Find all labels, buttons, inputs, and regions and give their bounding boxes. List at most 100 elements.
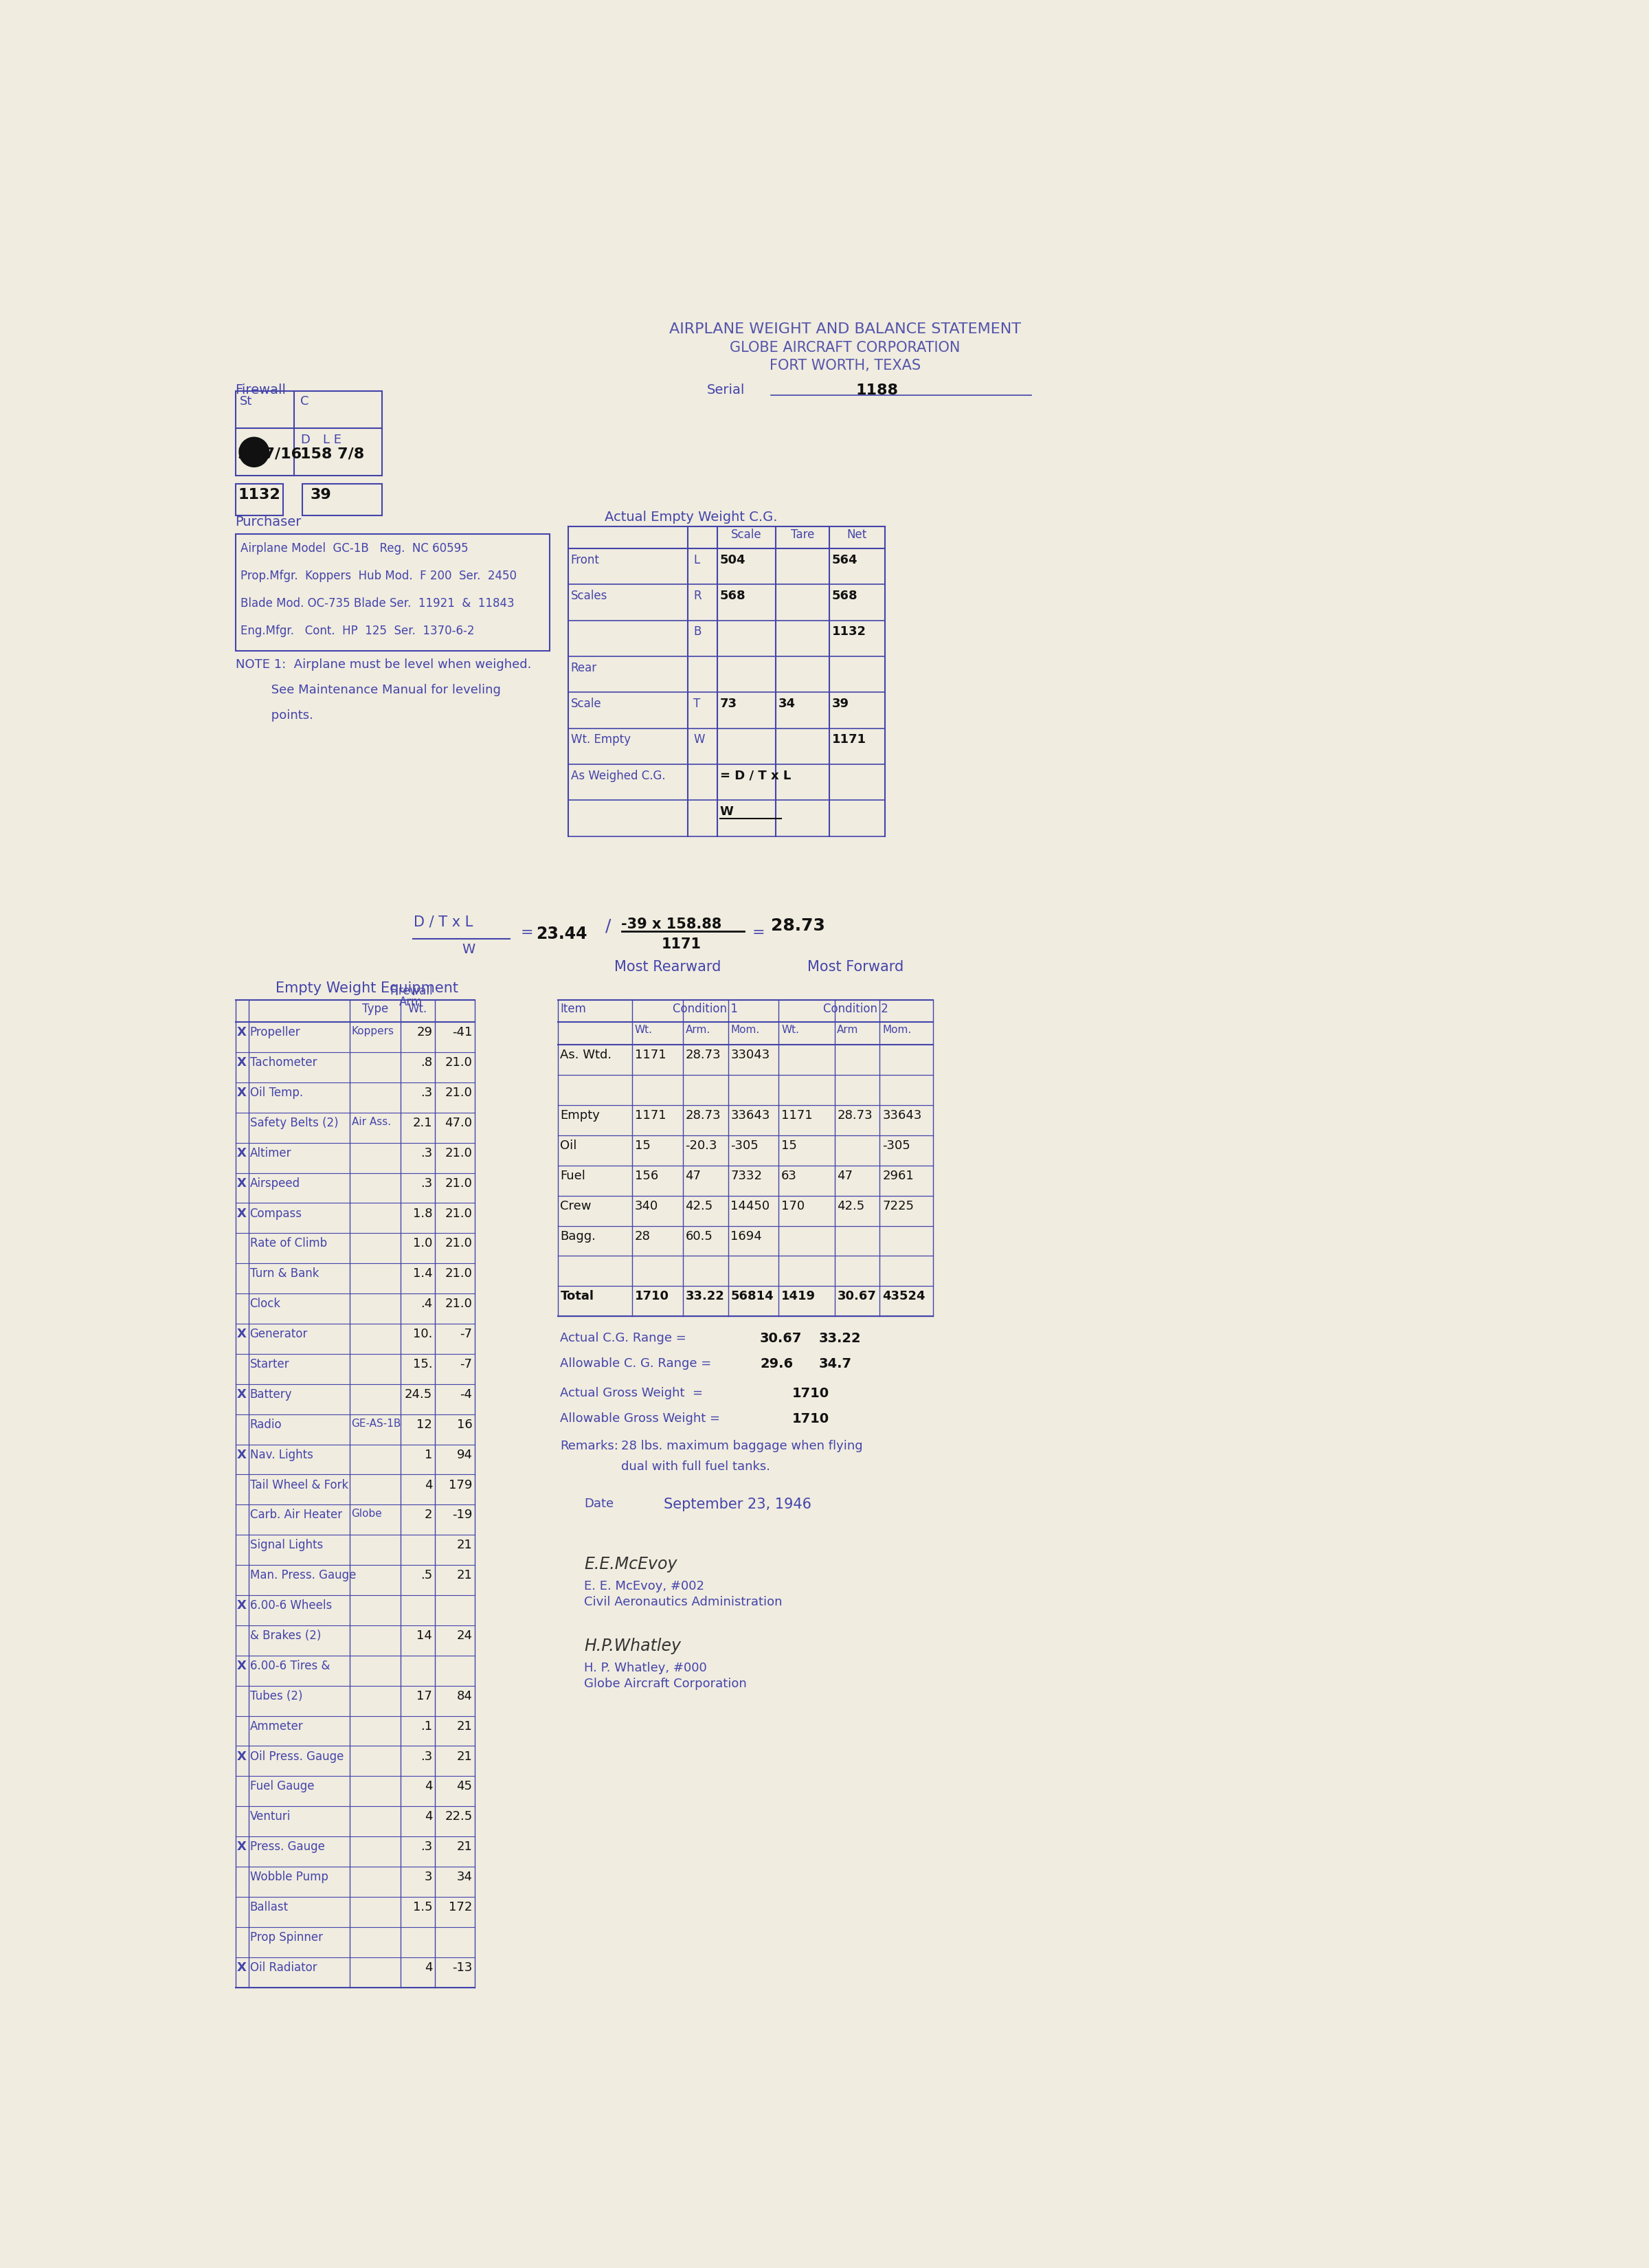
- Text: Nav. Lights: Nav. Lights: [249, 1449, 313, 1461]
- Text: Globe: Globe: [351, 1508, 383, 1520]
- Text: = D / T x L: = D / T x L: [721, 769, 792, 782]
- Text: 3: 3: [424, 1871, 432, 1882]
- Text: Condition 1: Condition 1: [673, 1002, 737, 1014]
- Text: Actual Empty Weight C.G.: Actual Empty Weight C.G.: [604, 510, 777, 524]
- Text: 56814: 56814: [731, 1290, 773, 1302]
- Text: 340: 340: [635, 1200, 658, 1211]
- Text: -20.3: -20.3: [686, 1139, 717, 1152]
- Text: 33643: 33643: [882, 1109, 922, 1123]
- Text: .8: .8: [420, 1057, 432, 1068]
- Text: 29: 29: [417, 1025, 432, 1039]
- Text: 1: 1: [425, 1449, 432, 1461]
- Text: 33043: 33043: [731, 1050, 770, 1061]
- Text: 21.0: 21.0: [445, 1057, 472, 1068]
- Text: Oil Press. Gauge: Oil Press. Gauge: [249, 1751, 343, 1762]
- Text: Allowable C. G. Range =: Allowable C. G. Range =: [561, 1359, 712, 1370]
- Text: 22.5: 22.5: [445, 1810, 472, 1823]
- Text: 1171: 1171: [635, 1109, 666, 1123]
- Text: 1.0: 1.0: [412, 1238, 432, 1250]
- Bar: [236, 483, 284, 515]
- Text: Type: Type: [361, 1002, 388, 1014]
- Text: Rate of Climb: Rate of Climb: [249, 1238, 327, 1250]
- Text: 21.0: 21.0: [445, 1086, 472, 1100]
- Text: Purchaser: Purchaser: [236, 515, 302, 528]
- Text: 39: 39: [310, 488, 331, 501]
- Text: 34.7: 34.7: [818, 1359, 851, 1370]
- Text: 60.5: 60.5: [686, 1229, 712, 1243]
- Text: Empty Weight Equipment: Empty Weight Equipment: [275, 982, 458, 996]
- Text: 1171: 1171: [782, 1109, 813, 1123]
- Text: L E: L E: [323, 433, 341, 447]
- Text: AIRPLANE WEIGHT AND BALANCE STATEMENT: AIRPLANE WEIGHT AND BALANCE STATEMENT: [669, 322, 1021, 336]
- Text: 94: 94: [457, 1449, 472, 1461]
- Text: 4: 4: [424, 1479, 432, 1490]
- Text: 6.00-6 Tires &: 6.00-6 Tires &: [249, 1660, 330, 1672]
- Text: 4: 4: [424, 1810, 432, 1823]
- Text: E.E.McEvoy: E.E.McEvoy: [584, 1556, 678, 1572]
- Text: Starter: Starter: [249, 1359, 289, 1370]
- Text: 16: 16: [457, 1418, 472, 1431]
- Text: Propeller: Propeller: [249, 1025, 300, 1039]
- Text: Ballast: Ballast: [249, 1901, 289, 1914]
- Text: .1: .1: [420, 1719, 432, 1733]
- Text: Wt. Empty: Wt. Empty: [571, 733, 630, 746]
- Text: 1.4: 1.4: [412, 1268, 432, 1279]
- Text: Crew: Crew: [561, 1200, 592, 1211]
- Text: 15.: 15.: [412, 1359, 432, 1370]
- Text: Net: Net: [848, 528, 867, 542]
- Text: 34: 34: [778, 699, 796, 710]
- Text: Altimer: Altimer: [249, 1148, 292, 1159]
- Bar: [236, 535, 549, 651]
- Text: Condition 2: Condition 2: [823, 1002, 889, 1014]
- Text: X: X: [236, 1177, 246, 1188]
- Text: -305: -305: [882, 1139, 910, 1152]
- Text: 21.0: 21.0: [445, 1297, 472, 1311]
- Text: T: T: [693, 699, 701, 710]
- Text: Remarks:: Remarks:: [561, 1440, 618, 1452]
- Text: 15: 15: [635, 1139, 650, 1152]
- Text: X: X: [236, 1449, 246, 1461]
- Text: X: X: [236, 1388, 246, 1402]
- Text: 12: 12: [417, 1418, 432, 1431]
- Text: 28.73: 28.73: [770, 919, 824, 934]
- Text: B: B: [693, 626, 701, 637]
- Text: Venturi: Venturi: [249, 1810, 290, 1823]
- Text: Scale: Scale: [731, 528, 762, 542]
- Text: Item: Item: [561, 1002, 587, 1014]
- Text: 21: 21: [457, 1540, 472, 1551]
- Text: See Maintenance Manual for leveling: See Maintenance Manual for leveling: [236, 685, 501, 696]
- Text: 14450: 14450: [731, 1200, 770, 1211]
- Text: Airspeed: Airspeed: [249, 1177, 300, 1188]
- Text: E. E. McEvoy, #002: E. E. McEvoy, #002: [584, 1581, 704, 1592]
- Text: Generator: Generator: [249, 1329, 308, 1340]
- Text: 1171: 1171: [635, 1050, 666, 1061]
- Text: -41: -41: [452, 1025, 472, 1039]
- Text: Tare: Tare: [792, 528, 815, 542]
- Text: GE-AS-1B: GE-AS-1B: [351, 1418, 401, 1429]
- Text: 564: 564: [831, 553, 857, 567]
- Text: 1132: 1132: [237, 488, 280, 501]
- Text: Arm: Arm: [838, 1025, 859, 1034]
- Text: Safety Belts (2): Safety Belts (2): [249, 1116, 338, 1129]
- Text: 28.73: 28.73: [838, 1109, 872, 1123]
- Text: Eng.Mfgr.   Cont.  HP  125  Ser.  1370-6-2: Eng.Mfgr. Cont. HP 125 Ser. 1370-6-2: [241, 624, 475, 637]
- Text: GLOBE AIRCRAFT CORPORATION: GLOBE AIRCRAFT CORPORATION: [731, 340, 960, 354]
- Text: 39: 39: [831, 699, 849, 710]
- Text: X: X: [236, 1329, 246, 1340]
- Text: Ammeter: Ammeter: [249, 1719, 303, 1733]
- Text: 504: 504: [721, 553, 745, 567]
- Text: -305: -305: [731, 1139, 759, 1152]
- Text: dual with full fuel tanks.: dual with full fuel tanks.: [622, 1461, 770, 1474]
- Text: 21: 21: [457, 1842, 472, 1853]
- Text: Wobble Pump: Wobble Pump: [249, 1871, 328, 1882]
- Text: 1188: 1188: [856, 383, 899, 397]
- Text: 156: 156: [635, 1170, 658, 1182]
- Text: Mom.: Mom.: [731, 1025, 760, 1034]
- Text: 170: 170: [782, 1200, 805, 1211]
- Text: W: W: [462, 943, 475, 955]
- Text: 4: 4: [424, 1962, 432, 1973]
- Text: Mom.: Mom.: [882, 1025, 912, 1034]
- Text: -7: -7: [460, 1329, 472, 1340]
- Text: 4: 4: [424, 1780, 432, 1792]
- Text: .3: .3: [420, 1148, 432, 1159]
